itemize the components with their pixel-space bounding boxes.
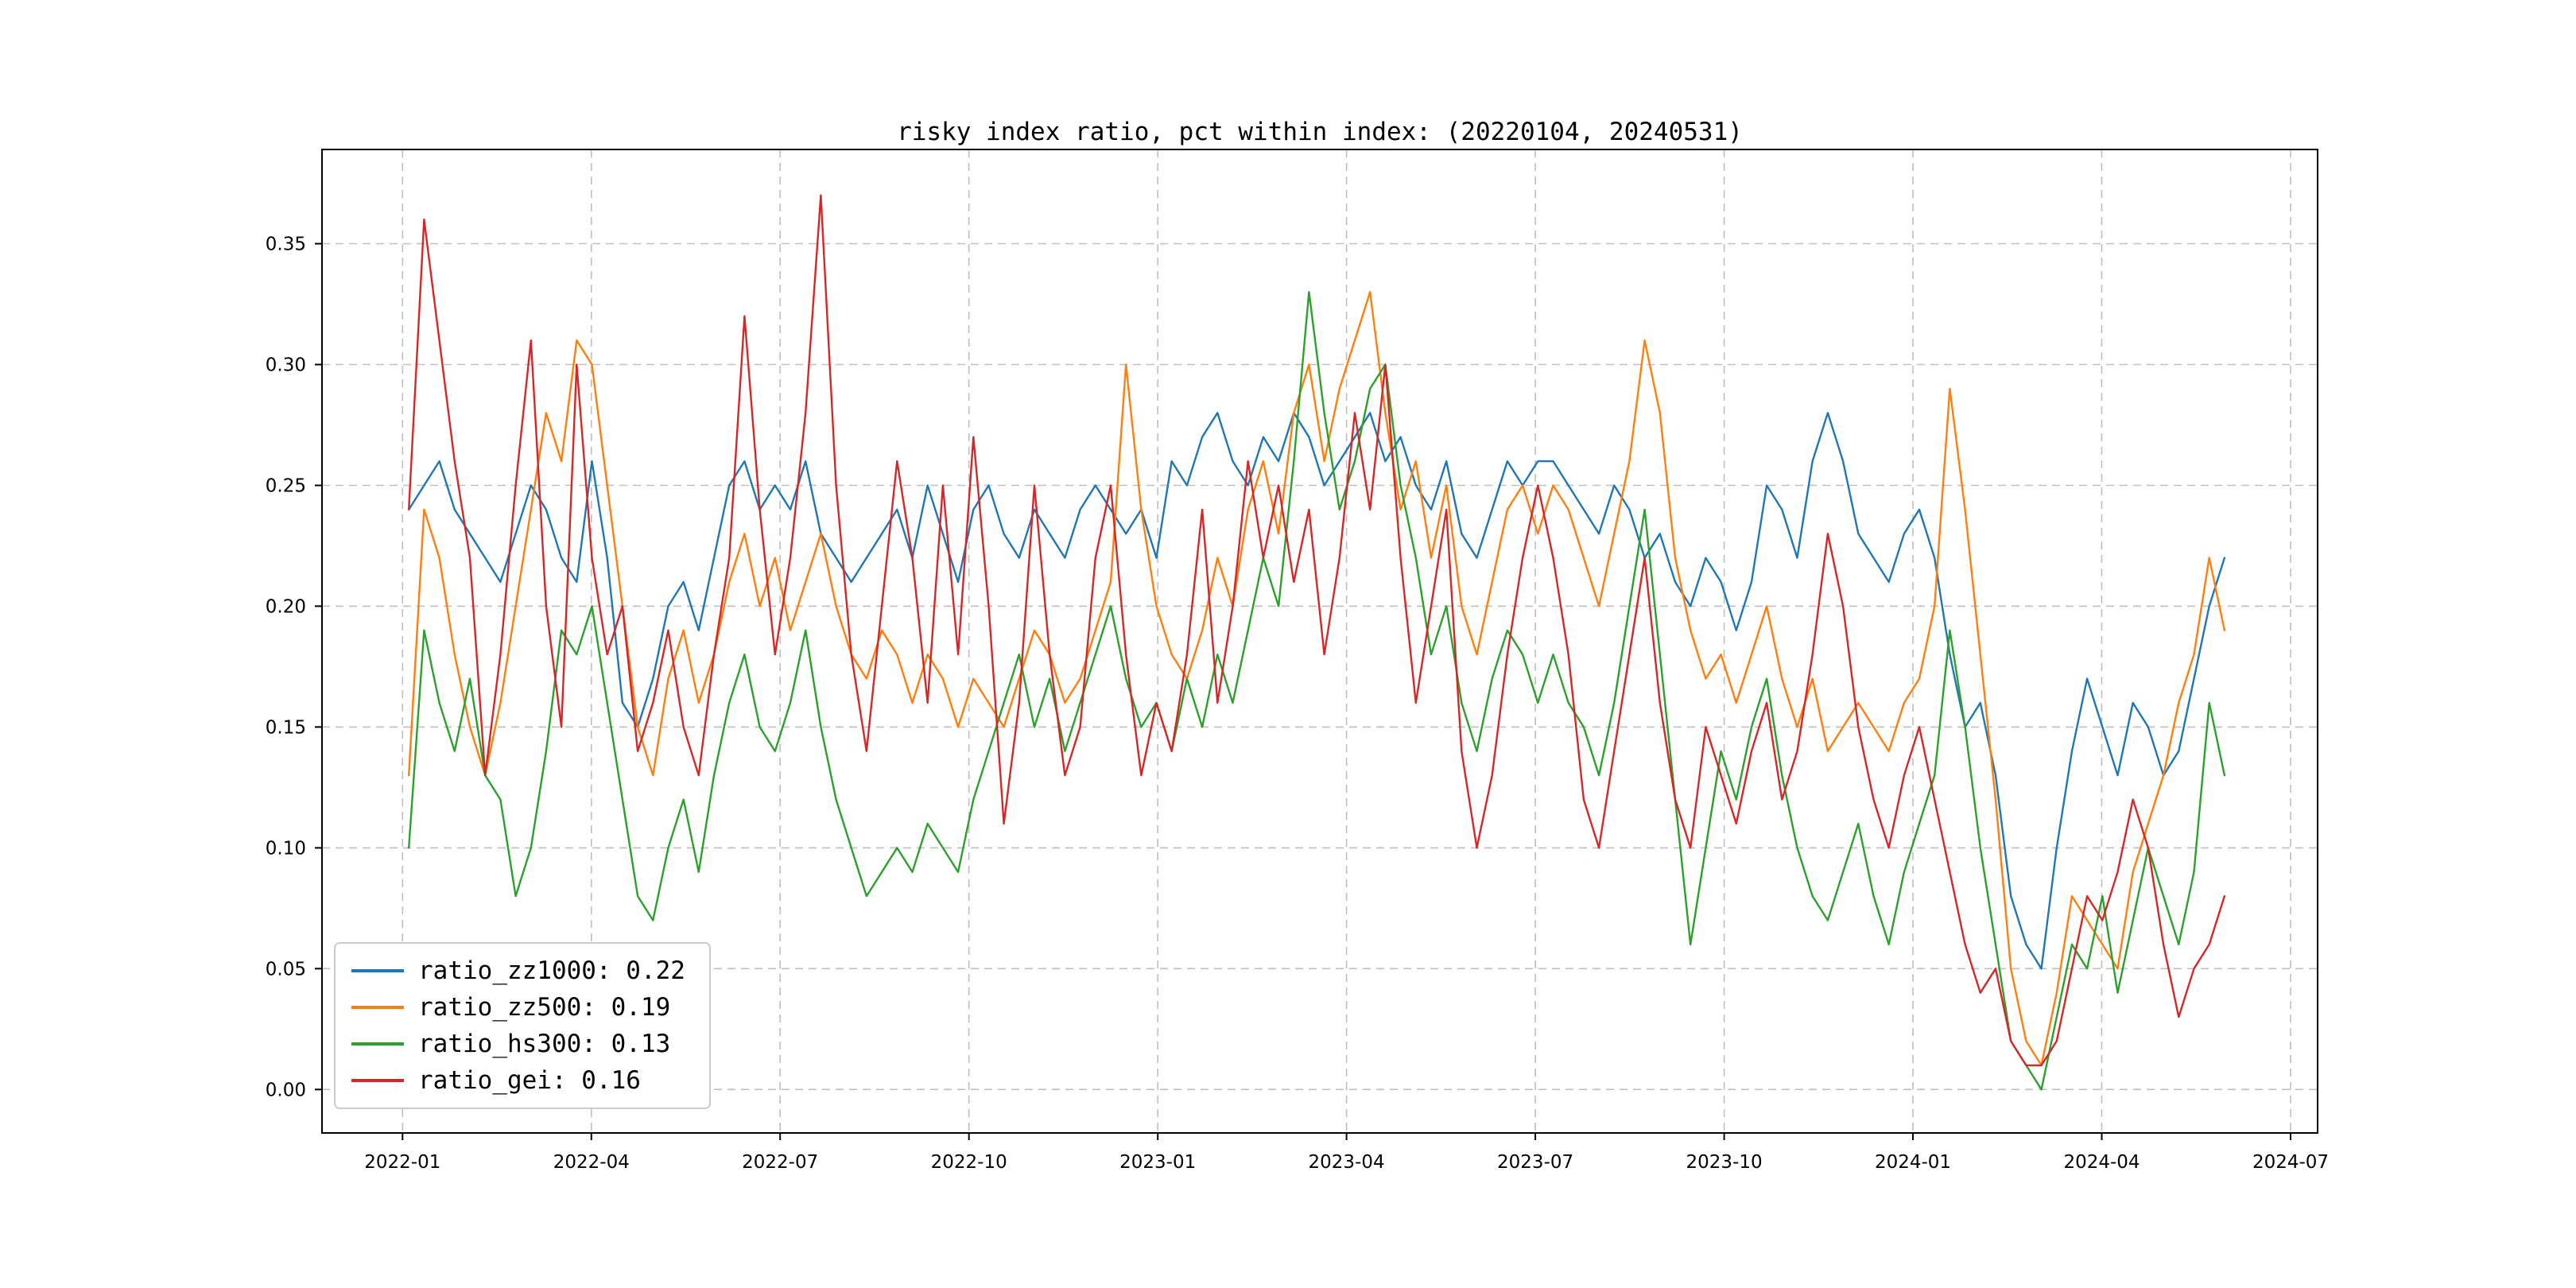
legend-item-ratio_zz500: ratio_zz500: 0.19: [351, 993, 685, 1022]
legend-label: ratio_zz500: 0.19: [418, 993, 671, 1022]
legend-item-ratio_gei: ratio_gei: 0.16: [351, 1066, 685, 1095]
x-tick-label: 2024-04: [2063, 1152, 2140, 1173]
x-tick-label: 2023-04: [1309, 1152, 1385, 1173]
legend-label: ratio_gei: 0.16: [418, 1066, 641, 1095]
y-tick-label: 0.10: [266, 838, 306, 859]
x-tick-label: 2024-01: [1875, 1152, 1951, 1173]
legend-label: ratio_zz1000: 0.22: [418, 956, 685, 985]
x-tick-label: 2022-04: [553, 1152, 630, 1173]
x-tick-label: 2023-07: [1497, 1152, 1573, 1173]
x-tick-label: 2023-10: [1686, 1152, 1763, 1173]
series-line-ratio_gei: [408, 194, 2226, 1067]
y-tick-label: 0.25: [266, 476, 306, 497]
chart-title: risky index ratio, pct within index: (20…: [897, 118, 1743, 146]
legend-item-ratio_zz1000: ratio_zz1000: 0.22: [351, 956, 685, 985]
series-line-ratio_zz500: [408, 291, 2226, 1067]
x-tick-label: 2022-07: [742, 1152, 818, 1173]
legend-box: ratio_zz1000: 0.22 ratio_zz500: 0.19 ratio…: [334, 942, 711, 1109]
y-tick-label: 0.00: [266, 1080, 306, 1100]
legend-label: ratio_hs300: 0.13: [418, 1030, 671, 1058]
legend-item-ratio_hs300: ratio_hs300: 0.13: [351, 1030, 685, 1058]
legend-line-swatch: [351, 1006, 404, 1009]
series-line-ratio_zz1000: [408, 412, 2226, 970]
y-tick-label: 0.15: [266, 717, 306, 738]
y-tick-label: 0.05: [266, 959, 306, 980]
y-tick-label: 0.35: [266, 235, 306, 255]
x-tick-label: 2024-07: [2252, 1152, 2329, 1173]
x-tick-label: 2022-10: [931, 1152, 1007, 1173]
y-tick-label: 0.20: [266, 596, 306, 617]
x-tick-label: 2022-01: [364, 1152, 440, 1173]
legend-line-swatch: [351, 1079, 404, 1082]
plot-border: [321, 149, 2318, 1134]
legend-line-swatch: [351, 1042, 404, 1046]
x-tick-label: 2023-01: [1119, 1152, 1196, 1173]
y-tick-label: 0.30: [266, 355, 306, 376]
series-line-ratio_hs300: [408, 291, 2226, 1091]
legend-line-swatch: [351, 969, 404, 972]
